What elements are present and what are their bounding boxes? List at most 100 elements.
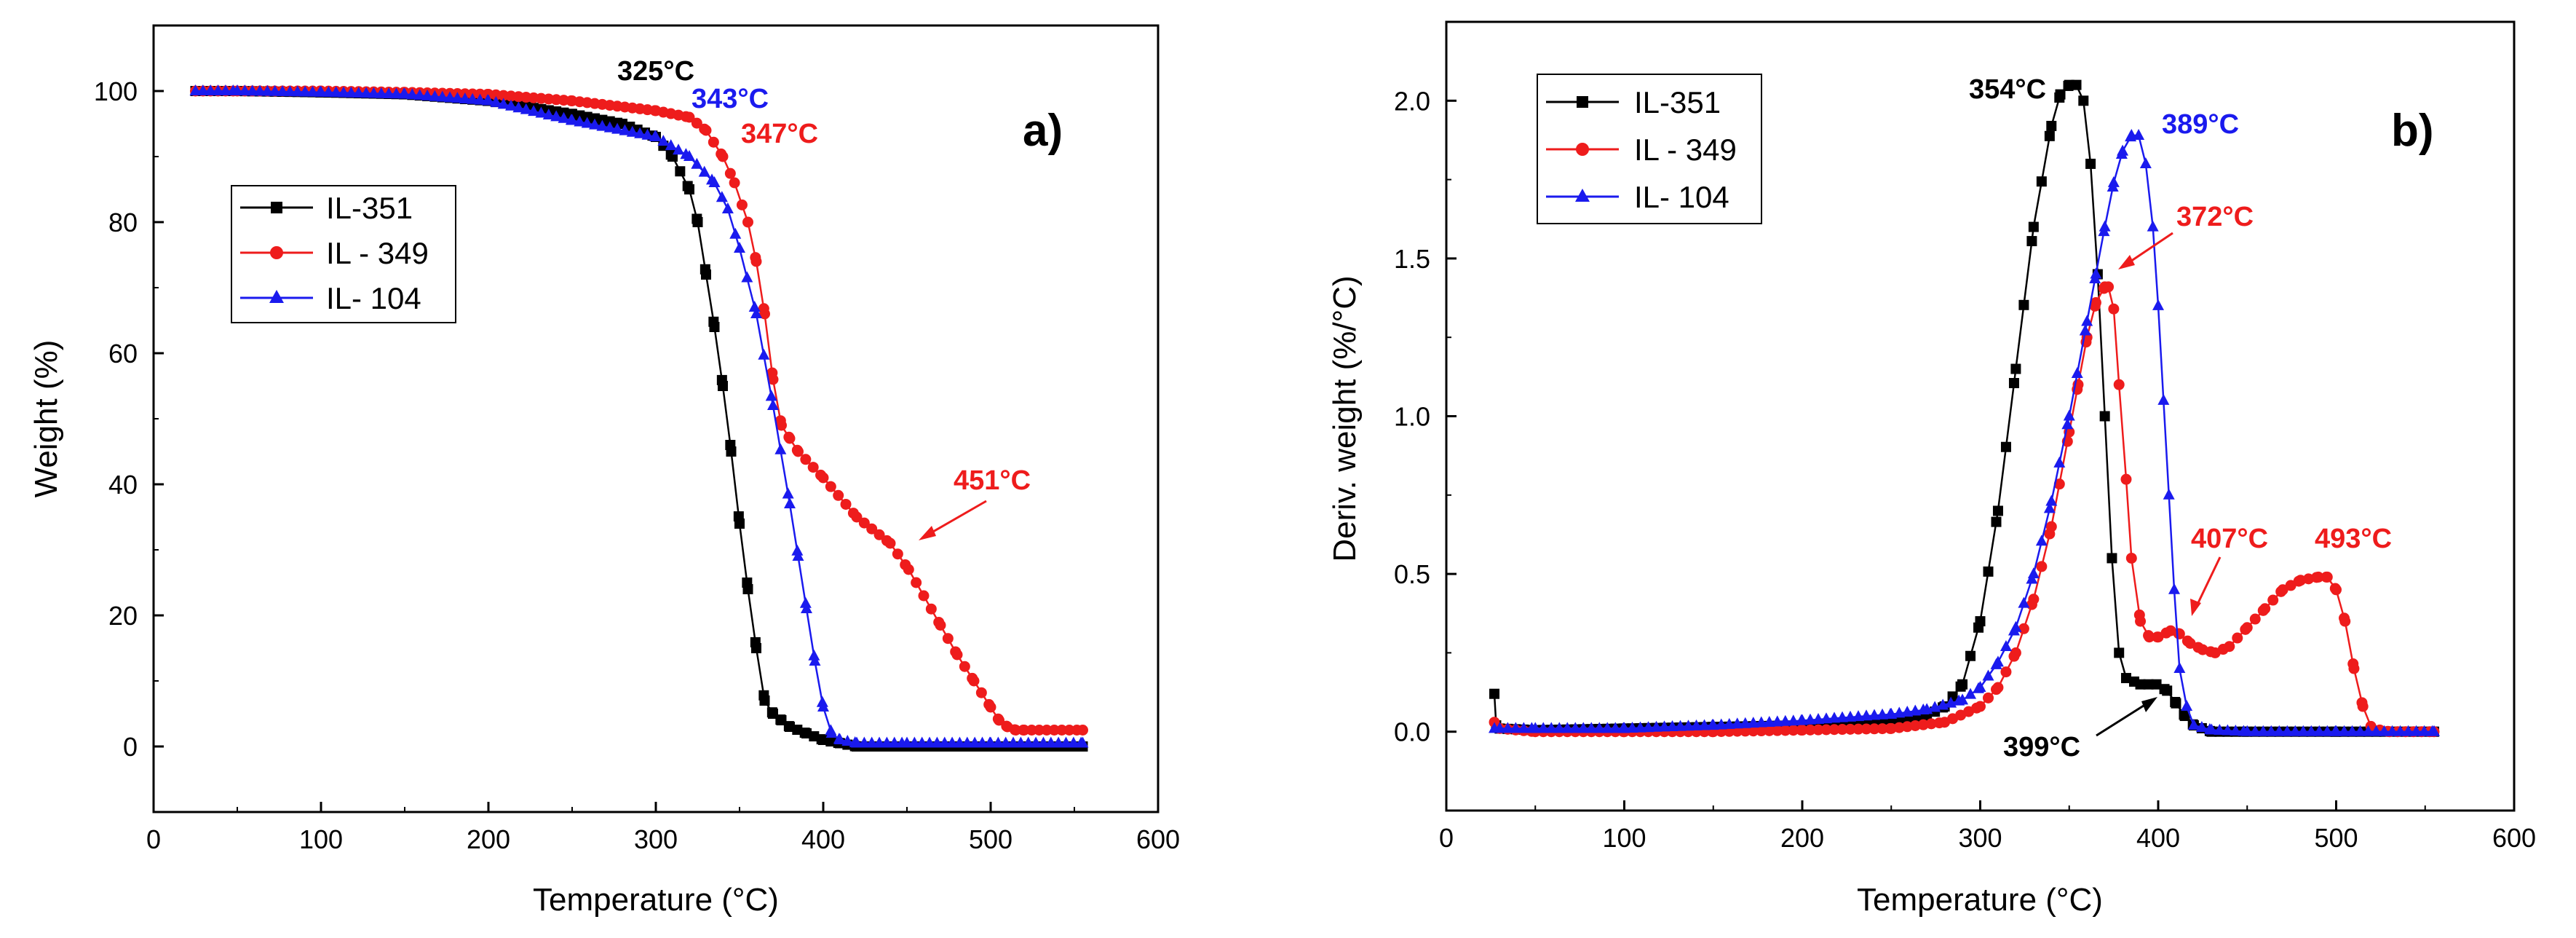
data-point — [1569, 722, 1582, 733]
data-point — [596, 119, 609, 131]
data-point — [1965, 650, 1976, 661]
data-point — [1518, 722, 1530, 733]
y-tick-label: 40 — [108, 470, 138, 500]
data-point — [1763, 715, 1775, 727]
data-point — [2267, 594, 2279, 606]
data-point — [801, 602, 812, 613]
data-point — [901, 736, 913, 748]
data-point — [2000, 639, 2012, 651]
data-point — [1974, 681, 1986, 693]
data-point — [2181, 700, 2193, 712]
x-tick-label: 300 — [1958, 823, 2002, 853]
legend-marker-b-1 — [1577, 96, 1588, 108]
annotation-451: 451°C — [954, 465, 1031, 496]
data-point — [1739, 717, 1751, 728]
data-point — [683, 150, 695, 161]
annotation-389: 389°C — [2162, 109, 2239, 140]
data-point — [2346, 725, 2358, 736]
data-point — [2321, 571, 2333, 583]
legend-marker-b-3 — [1575, 189, 1590, 202]
data-point — [2036, 176, 2047, 187]
data-point — [306, 85, 319, 97]
data-point — [1489, 688, 1500, 699]
data-point — [968, 675, 980, 687]
data-point — [2265, 725, 2278, 736]
data-point — [729, 227, 742, 239]
data-point — [1957, 693, 1969, 705]
data-point — [1992, 655, 2004, 667]
data-point — [800, 454, 812, 465]
legend-label-b-3: IL- 104 — [1634, 180, 1729, 214]
data-point — [750, 307, 762, 318]
axis-ticks-b: 0 100 200 300 400 500 600 0.0 0.5 1.0 1.5 2.0 — [1394, 21, 2536, 853]
data-point — [626, 125, 638, 137]
data-point — [691, 117, 702, 129]
data-point — [1690, 719, 1703, 730]
data-point — [574, 115, 586, 127]
data-point — [2394, 725, 2406, 736]
data-point — [709, 322, 720, 332]
y-tick-label: 1.5 — [1394, 244, 1430, 274]
data-point — [2357, 701, 2369, 712]
data-point — [758, 348, 770, 360]
data-point — [701, 269, 711, 280]
data-point — [589, 118, 601, 130]
y-tick-label: 2.0 — [1394, 86, 1430, 116]
data-point — [994, 714, 1004, 726]
data-point — [782, 487, 794, 499]
data-point — [1041, 725, 1053, 736]
data-point — [767, 374, 779, 385]
data-point — [603, 121, 616, 133]
series-line-il-104 — [1494, 134, 2434, 733]
panel-label-b: b) — [2391, 106, 2434, 156]
data-point — [2144, 631, 2155, 643]
data-point — [212, 84, 224, 95]
data-point — [816, 695, 828, 707]
legend-label-a-3: IL- 104 — [326, 281, 421, 315]
data-point — [1077, 736, 1089, 748]
data-point — [834, 733, 846, 744]
data-point — [246, 84, 258, 96]
data-point — [2133, 128, 2145, 140]
data-point — [742, 216, 753, 228]
data-point — [1022, 736, 1034, 748]
data-point — [1876, 708, 1889, 720]
data-point — [2081, 315, 2093, 326]
data-point — [2010, 647, 2021, 658]
data-point — [535, 106, 547, 118]
data-point — [2354, 725, 2366, 736]
data-point — [791, 544, 804, 556]
arrowhead-407 — [2190, 599, 2201, 616]
data-point — [1723, 717, 1735, 729]
x-tick-label: 100 — [1602, 823, 1646, 853]
annotation-407: 407°C — [2191, 524, 2268, 554]
data-point — [2338, 725, 2350, 736]
x-tick-label: 100 — [299, 824, 343, 854]
data-point — [2171, 698, 2181, 709]
data-point — [873, 529, 885, 540]
data-point — [976, 736, 988, 748]
legend-label-a-1: IL-351 — [326, 191, 413, 225]
data-point — [1804, 724, 1816, 736]
data-point — [736, 199, 748, 210]
y-tick-label: 60 — [108, 339, 138, 368]
data-point — [1585, 722, 1598, 733]
data-point — [881, 736, 893, 748]
data-point — [1788, 725, 1799, 736]
data-point — [641, 128, 654, 140]
x-tick-label: 400 — [2136, 823, 2180, 853]
data-point — [1876, 723, 1888, 735]
data-point — [748, 301, 761, 312]
data-point — [291, 85, 304, 97]
annotation-493: 493°C — [2315, 524, 2392, 554]
data-point — [315, 85, 327, 97]
data-point — [299, 85, 312, 97]
data-point — [1601, 722, 1614, 733]
data-point — [2071, 79, 2082, 90]
data-point — [793, 446, 804, 457]
data-point — [698, 165, 710, 177]
data-point — [2099, 411, 2110, 422]
data-point — [1909, 720, 1921, 731]
data-point — [1018, 725, 1030, 736]
data-point — [708, 176, 721, 187]
